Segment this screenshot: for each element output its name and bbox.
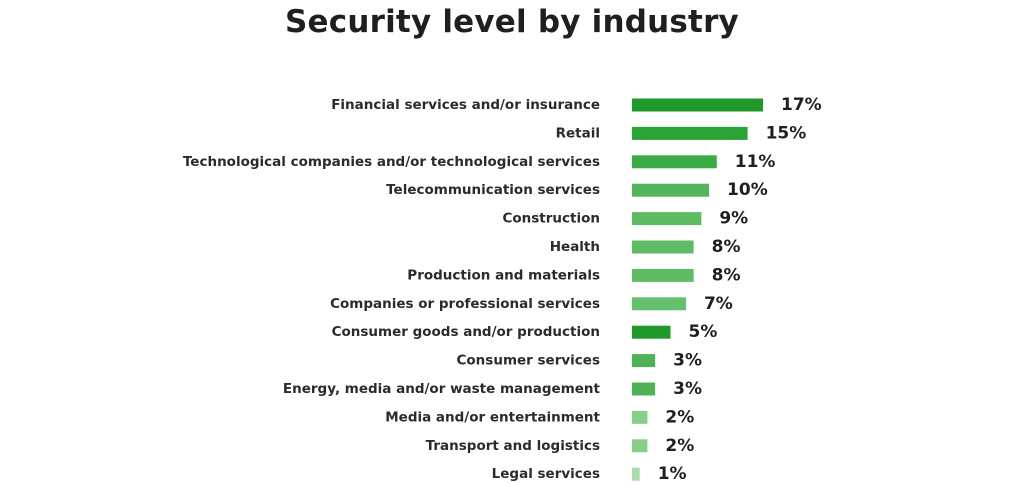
bar	[632, 410, 648, 424]
value-label: 15%	[766, 123, 807, 143]
category-label: Transport and logistics	[426, 438, 600, 454]
category-label: Companies or professional services	[330, 296, 600, 312]
bar	[632, 325, 671, 339]
category-label: Energy, media and/or waste management	[283, 381, 601, 397]
category-label: Production and materials	[407, 267, 600, 283]
category-label: Telecommunication services	[386, 182, 600, 198]
value-label: 5%	[689, 322, 718, 342]
bar	[632, 126, 748, 140]
category-labels: Financial services and/or insurance Retai…	[183, 97, 601, 482]
category-label: Technological companies and/or technolog…	[183, 154, 600, 170]
value-label: 8%	[712, 237, 741, 257]
category-label: Legal services	[492, 466, 600, 482]
category-label: Financial services and/or insurance	[331, 97, 600, 113]
bar	[632, 354, 656, 368]
value-label: 2%	[665, 407, 694, 427]
bar	[632, 268, 694, 282]
bar	[632, 240, 694, 254]
value-label: 3%	[673, 351, 702, 371]
chart-title: Security level by industry	[285, 4, 739, 40]
value-label: 9%	[719, 209, 748, 229]
category-label: Media and/or entertainment	[385, 409, 600, 425]
bars	[632, 98, 763, 481]
category-label: Health	[550, 239, 600, 255]
value-label: 17%	[781, 95, 822, 115]
bar	[632, 155, 717, 169]
value-label: 2%	[665, 436, 694, 456]
value-label: 1%	[658, 464, 687, 483]
category-label: Consumer goods and/or production	[332, 324, 600, 340]
bar	[632, 467, 640, 481]
category-label: Retail	[556, 125, 600, 141]
value-labels: 17% 15% 11% 10% 9% 8% 8% 7% 5% 3% 3% 2% 2% 1%	[658, 95, 822, 483]
category-label: Consumer services	[457, 353, 601, 369]
value-label: 11%	[735, 152, 776, 172]
bar	[632, 98, 763, 112]
value-label: 10%	[727, 180, 768, 200]
bar	[632, 212, 702, 226]
category-label: Construction	[502, 211, 600, 227]
bar	[632, 297, 686, 311]
bar	[632, 183, 710, 197]
value-label: 7%	[704, 294, 733, 314]
value-label: 8%	[712, 265, 741, 285]
bar	[632, 382, 656, 396]
bar	[632, 439, 648, 453]
value-label: 3%	[673, 379, 702, 399]
